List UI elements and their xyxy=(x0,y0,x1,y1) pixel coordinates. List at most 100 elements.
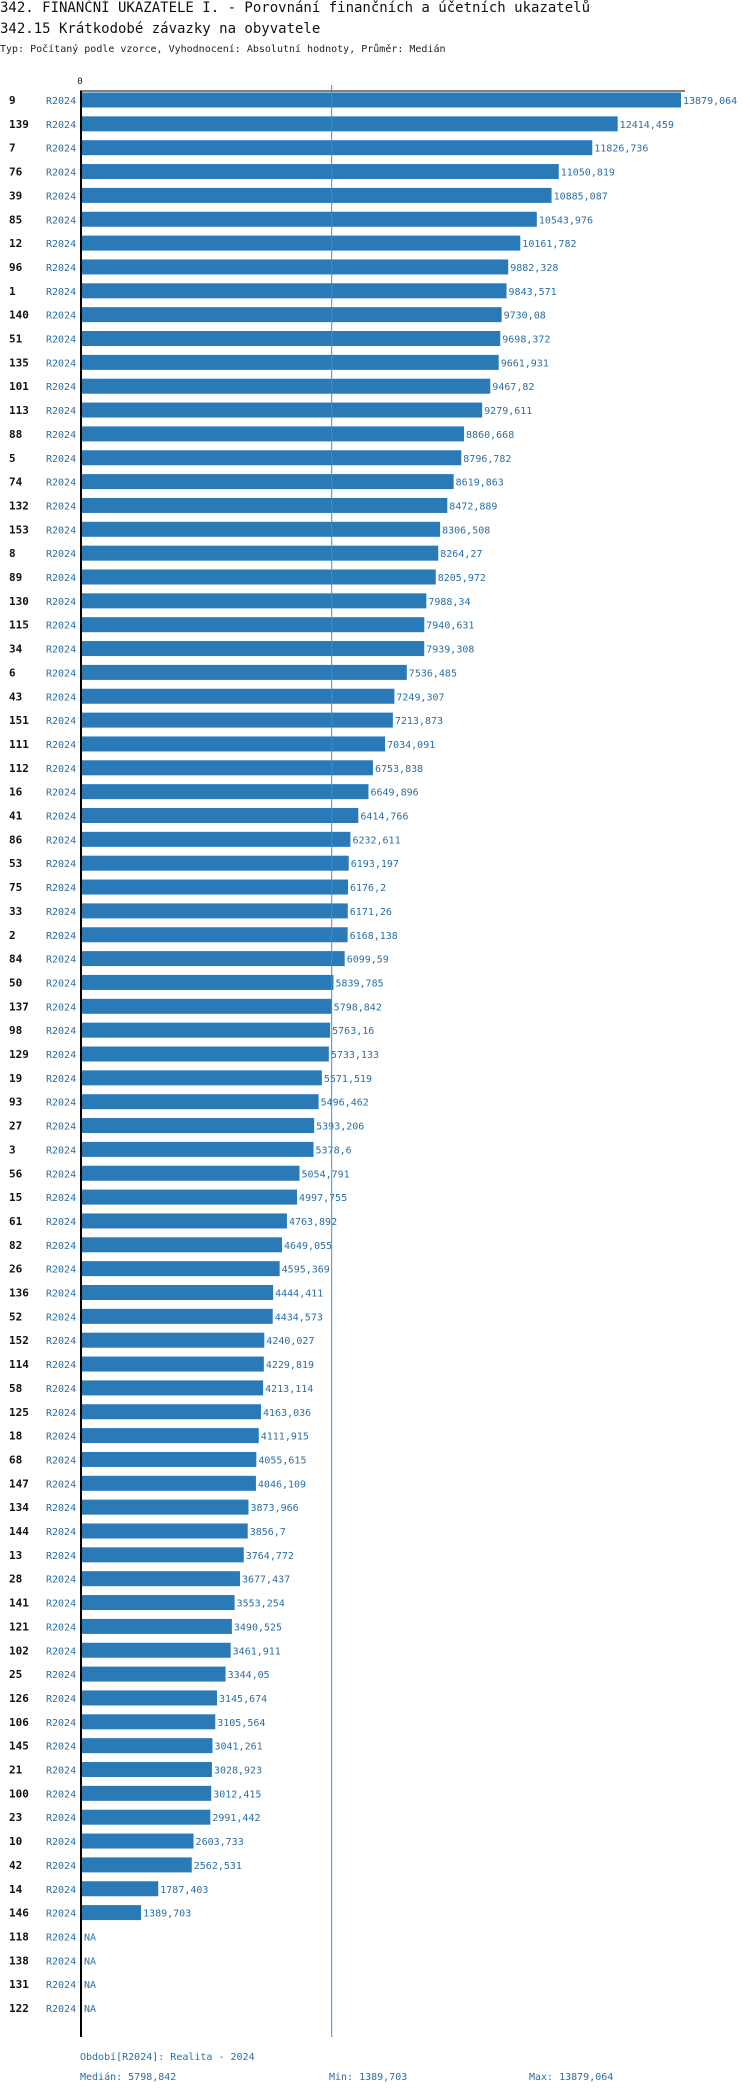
bar xyxy=(81,1547,244,1562)
bar-value-label: 5733,133 xyxy=(331,1050,379,1061)
bar-value-label: 5054,791 xyxy=(302,1169,350,1180)
row-period-label: R2024 xyxy=(46,168,76,179)
bar xyxy=(81,1810,210,1825)
row-period-label: R2024 xyxy=(46,430,76,441)
row-period-label: R2024 xyxy=(46,1813,76,1824)
bar-value-label: 3344,05 xyxy=(228,1670,270,1681)
bar-value-label: 4163,036 xyxy=(263,1408,311,1419)
row-period-label: R2024 xyxy=(46,144,76,155)
footer-period: Období[R2024]: Realita - 2024 xyxy=(80,2052,255,2063)
row-period-label: R2024 xyxy=(46,96,76,107)
bar-value-label: 9730,08 xyxy=(504,311,546,322)
row-id-label: 135 xyxy=(9,356,29,369)
row-period-label: R2024 xyxy=(46,2004,76,2015)
bar-value-label: 4055,615 xyxy=(258,1455,306,1466)
bar xyxy=(81,522,440,537)
bar xyxy=(81,1213,287,1228)
bar-value-label: 8796,782 xyxy=(463,454,511,465)
bar xyxy=(81,1881,158,1896)
row-id-label: 53 xyxy=(9,857,22,870)
row-period-label: R2024 xyxy=(46,597,76,608)
row-period-label: R2024 xyxy=(46,978,76,989)
row-id-label: 125 xyxy=(9,1406,29,1419)
row-id-label: 126 xyxy=(9,1692,29,1705)
bar-value-label: 3490,525 xyxy=(234,1622,282,1633)
row-id-label: 140 xyxy=(9,309,29,322)
bar xyxy=(81,1285,273,1300)
bar xyxy=(81,1619,232,1634)
bar xyxy=(81,1309,273,1324)
bar-value-label: 7034,091 xyxy=(387,740,435,751)
row-id-label: 85 xyxy=(9,213,22,226)
row-period-label: R2024 xyxy=(46,1527,76,1538)
row-period-label: R2024 xyxy=(46,1575,76,1586)
row-period-label: R2024 xyxy=(46,692,76,703)
row-period-label: R2024 xyxy=(46,1241,76,1252)
row-period-label: R2024 xyxy=(46,335,76,346)
bar-value-label: 8306,508 xyxy=(442,525,490,536)
bar xyxy=(81,1595,235,1610)
bar xyxy=(81,808,358,823)
bar-value-label: 12414,459 xyxy=(620,120,674,131)
bar-value-label: 13879,064 xyxy=(683,96,737,107)
row-period-label: R2024 xyxy=(46,1503,76,1514)
bar-value-label: 3677,437 xyxy=(242,1575,290,1586)
row-id-label: 74 xyxy=(9,476,23,489)
bar xyxy=(81,331,500,346)
row-id-label: 75 xyxy=(9,881,22,894)
bar-value-label: 9279,611 xyxy=(484,406,532,417)
row-id-label: 129 xyxy=(9,1048,29,1061)
row-id-label: 56 xyxy=(9,1167,23,1180)
row-period-label: R2024 xyxy=(46,1599,76,1610)
bar-value-label: 7536,485 xyxy=(409,668,457,679)
bar-value-label: 9843,571 xyxy=(509,287,557,298)
bar xyxy=(81,1190,297,1205)
bar-value-label: 9661,931 xyxy=(501,358,549,369)
bar-value-label: 3105,564 xyxy=(217,1718,265,1729)
row-period-label: R2024 xyxy=(46,764,76,775)
bar xyxy=(81,283,507,298)
row-id-label: 122 xyxy=(9,2002,29,2015)
row-period-label: R2024 xyxy=(46,1169,76,1180)
bar xyxy=(81,1738,212,1753)
bar-value-label: 7940,631 xyxy=(426,621,474,632)
row-period-label: R2024 xyxy=(46,1694,76,1705)
bar xyxy=(81,1786,211,1801)
row-id-label: 139 xyxy=(9,118,29,131)
row-id-label: 13 xyxy=(9,1549,22,1562)
bar xyxy=(81,140,592,155)
row-id-label: 141 xyxy=(9,1597,29,1610)
row-period-label: R2024 xyxy=(46,1074,76,1085)
row-id-label: 131 xyxy=(9,1978,29,1991)
bar-value-label: 4595,369 xyxy=(282,1265,330,1276)
row-id-label: 3 xyxy=(9,1143,16,1156)
bar xyxy=(81,1404,261,1419)
bar-value-label: 5798,842 xyxy=(334,1002,382,1013)
row-id-label: 58 xyxy=(9,1382,22,1395)
row-id-label: 88 xyxy=(9,428,22,441)
bar-value-label: 5496,462 xyxy=(321,1098,369,1109)
bar xyxy=(81,641,424,656)
bar xyxy=(81,1905,141,1920)
row-period-label: R2024 xyxy=(46,1742,76,1753)
row-period-label: R2024 xyxy=(46,859,76,870)
bar xyxy=(81,498,447,513)
row-id-label: 15 xyxy=(9,1191,22,1204)
bar xyxy=(81,689,394,704)
row-id-label: 111 xyxy=(9,738,29,751)
row-period-label: R2024 xyxy=(46,1622,76,1633)
bar-value-label: 8472,889 xyxy=(449,501,497,512)
bar-value-label: 4111,915 xyxy=(261,1432,309,1443)
row-period-label: R2024 xyxy=(46,1885,76,1896)
bar xyxy=(81,1524,248,1539)
row-id-label: 146 xyxy=(9,1907,29,1920)
bar-value-label: 7249,307 xyxy=(396,692,444,703)
row-period-label: R2024 xyxy=(46,1312,76,1323)
row-id-label: 96 xyxy=(9,261,23,274)
bar xyxy=(81,1452,256,1467)
row-period-label: R2024 xyxy=(46,835,76,846)
row-id-label: 43 xyxy=(9,690,22,703)
bar-value-label: 6099,59 xyxy=(347,955,389,966)
row-period-label: R2024 xyxy=(46,1384,76,1395)
bar-value-label: 9882,328 xyxy=(510,263,558,274)
